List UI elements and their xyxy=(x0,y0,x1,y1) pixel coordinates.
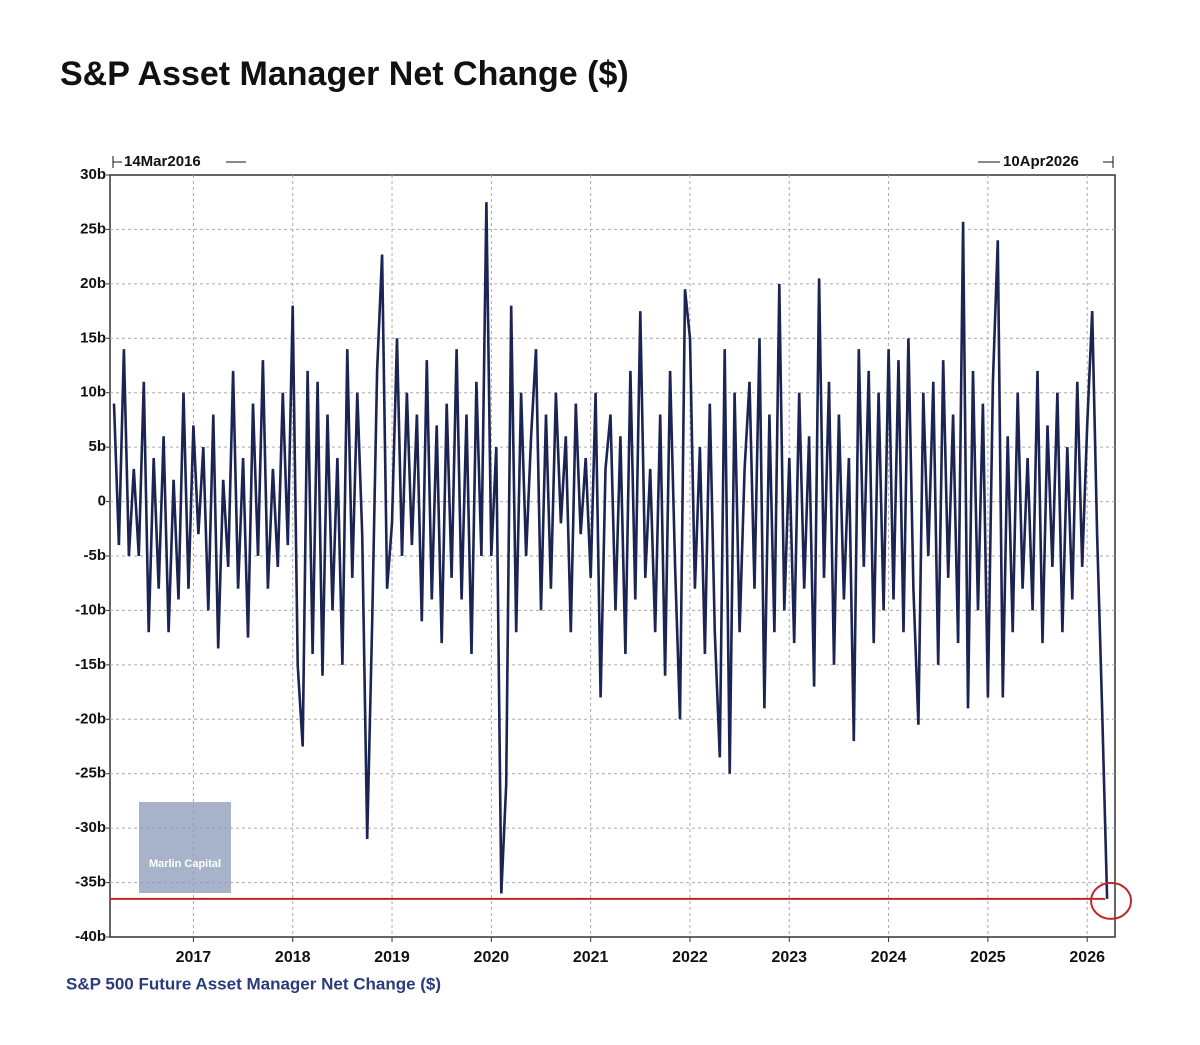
y-tick-label: 0 xyxy=(98,493,106,510)
y-tick-label: -10b xyxy=(75,601,106,618)
y-tick-label: 15b xyxy=(80,329,106,346)
y-tick-label: 30b xyxy=(80,166,106,183)
footer-label: S&P 500 Future Asset Manager Net Change … xyxy=(66,974,441,993)
x-tick-label: 2017 xyxy=(176,949,212,966)
y-tick-label: -5b xyxy=(84,547,107,564)
y-tick-label: 20b xyxy=(80,275,106,292)
x-tick-label: 2024 xyxy=(871,949,907,966)
y-tick-label: -15b xyxy=(75,656,106,673)
y-tick-label: 10b xyxy=(80,384,106,401)
x-tick-label: 2021 xyxy=(573,949,609,966)
watermark-box xyxy=(139,802,231,893)
chart-title: S&P Asset Manager Net Change ($) xyxy=(60,55,629,93)
y-tick-label: -40b xyxy=(75,928,106,945)
x-tick-label: 2020 xyxy=(474,949,510,966)
data-line xyxy=(112,202,1109,899)
y-tick-label: 5b xyxy=(88,438,106,455)
y-tick-label: -35b xyxy=(75,874,106,891)
x-tick-label: 2025 xyxy=(970,949,1006,966)
x-tick-label: 2026 xyxy=(1069,949,1105,966)
end-date-label: 10Apr2026 xyxy=(1003,153,1079,170)
start-date-label: 14Mar2016 xyxy=(124,153,201,170)
y-tick-label: -30b xyxy=(75,819,106,836)
x-tick-label: 2018 xyxy=(275,949,311,966)
y-tick-label: 25b xyxy=(80,220,106,237)
y-tick-label: -20b xyxy=(75,710,106,727)
x-tick-label: 2019 xyxy=(374,949,410,966)
x-tick-label: 2022 xyxy=(672,949,708,966)
watermark: Marlin Capital xyxy=(139,802,231,893)
x-tick-label: 2023 xyxy=(771,949,807,966)
y-tick-label: -25b xyxy=(75,765,106,782)
highlight-circle xyxy=(1090,881,1133,920)
watermark-text: Marlin Capital xyxy=(149,858,221,870)
